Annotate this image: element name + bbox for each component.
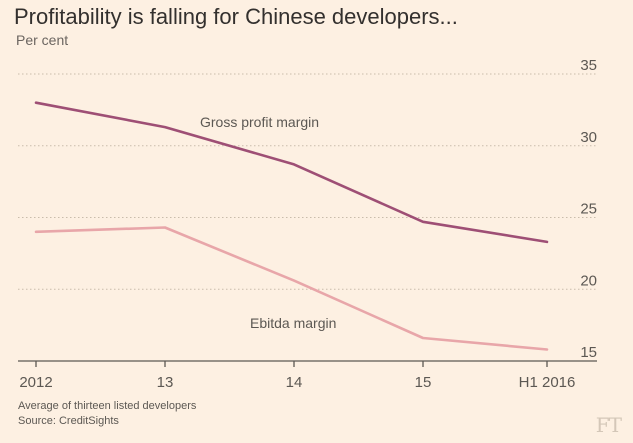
- x-tick-label: 15: [415, 374, 432, 391]
- y-tick-label: 35: [580, 57, 597, 74]
- x-tick-label: 13: [157, 374, 174, 391]
- y-tick-label: 20: [580, 272, 597, 289]
- series-line-ebitda-margin: [34, 226, 549, 351]
- x-axis: 2012 13 14 15 H1 2016: [18, 360, 597, 391]
- y-tick-label: 30: [580, 129, 597, 146]
- y-axis-ticks: 35 30 25 20 15: [580, 57, 597, 361]
- gross-profit-margin-label: Gross profit margin: [200, 114, 319, 130]
- grid-lines: [18, 73, 597, 290]
- y-tick-label: 15: [580, 344, 597, 361]
- series-labels: Gross profit margin Ebitda margin: [200, 114, 336, 331]
- x-tick-label: 14: [286, 374, 303, 391]
- footnote-average: Average of thirteen listed developers: [18, 400, 197, 412]
- footnote-source: Source: CreditSights: [18, 415, 119, 427]
- series-lines: [34, 101, 549, 351]
- y-tick-label: 25: [580, 201, 597, 218]
- x-tick-label: 2012: [19, 374, 52, 391]
- ft-logo: FT: [595, 413, 622, 437]
- ebitda-margin-label: Ebitda margin: [250, 315, 336, 331]
- chart-title: Profitability is falling for Chinese dev…: [14, 4, 458, 29]
- x-tick-label: H1 2016: [519, 374, 576, 391]
- y-axis-unit-label: Per cent: [16, 32, 69, 48]
